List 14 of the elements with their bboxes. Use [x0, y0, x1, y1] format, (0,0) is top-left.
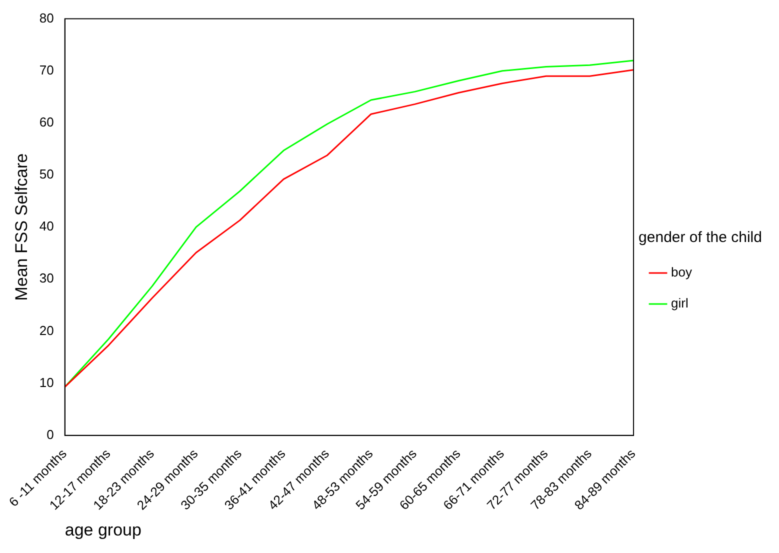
legend-label: girl — [671, 296, 754, 311]
y-tick-label: 80 — [39, 10, 54, 26]
legend-label: boy — [671, 264, 758, 280]
y-tick-label: 40 — [39, 218, 54, 234]
y-tick-label: 50 — [39, 166, 54, 182]
y-tick-label: 70 — [39, 62, 54, 78]
y-tick-label: 20 — [39, 322, 54, 338]
y-tick-label: 0 — [46, 426, 54, 442]
y-tick-label: 30 — [39, 270, 54, 286]
y-tick-label: 60 — [39, 114, 54, 130]
legend-title: gender of the child — [638, 229, 762, 246]
x-axis-title: age group — [64, 520, 142, 540]
y-axis-title: Mean FSS Selfcare — [12, 153, 31, 301]
y-tick-label: 10 — [39, 374, 54, 390]
